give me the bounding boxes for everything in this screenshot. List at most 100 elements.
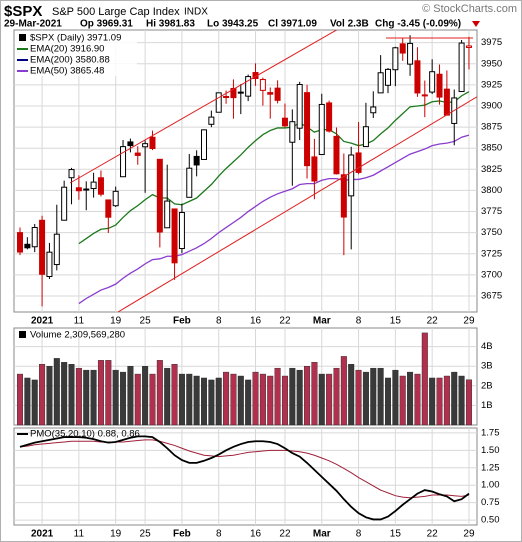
line	[78, 134, 470, 305]
candle-body	[296, 84, 303, 129]
y-tick-label: 1.25	[481, 462, 500, 473]
volume-bar	[296, 369, 303, 426]
volume-bar	[311, 362, 318, 426]
candle-body	[97, 177, 104, 195]
candle-body	[399, 43, 406, 54]
candle-body	[355, 152, 362, 173]
legend-label: $SPX (Daily) 3971.09	[30, 33, 121, 44]
volume-bar	[223, 371, 230, 426]
x-tick-label: 8	[356, 316, 362, 327]
x-tick-label: Mar	[313, 529, 331, 540]
y-tick-label: 3825	[481, 164, 502, 175]
legend-label: EMA(20) 3916.90	[30, 44, 104, 55]
candle-body	[53, 233, 60, 266]
candle-body	[281, 117, 288, 127]
y-tick-label: 3875	[481, 122, 502, 133]
x-tick-label: 8	[216, 529, 222, 540]
y-tick-label: 3700	[481, 269, 502, 280]
y-tick-label: 1.75	[481, 427, 500, 438]
volume-bar	[75, 367, 82, 426]
candle-body	[215, 92, 222, 113]
volume-bar	[340, 356, 347, 426]
volume-bar	[326, 373, 333, 426]
volume-bar	[252, 371, 259, 426]
candle-body	[61, 186, 68, 221]
x-tick-label: 2021	[31, 316, 54, 327]
x-tick-label: 25	[140, 316, 152, 327]
volume-bar	[333, 367, 340, 426]
y-tick-label: 3750	[481, 227, 502, 238]
volume-bar	[149, 373, 156, 426]
y-tick-label: 1.00	[481, 480, 500, 491]
x-tick-label: 16	[250, 316, 262, 327]
candle-body	[178, 211, 185, 250]
y-tick-label: 3900	[481, 101, 502, 112]
volume-bar	[134, 373, 141, 426]
volume-bar	[429, 377, 436, 426]
y-tick-label: 2B	[481, 380, 493, 391]
volume-bar	[443, 375, 450, 426]
down-arrow	[472, 21, 480, 27]
volume-bar	[355, 369, 362, 426]
candle-body	[348, 154, 355, 197]
volume-bar	[112, 369, 119, 426]
volume-bar	[17, 373, 24, 426]
price-legend: $SPX (Daily) 3971.09 EMA(20) 3916.90EMA(…	[15, 31, 137, 77]
volume-bar	[156, 360, 163, 426]
volume-bar	[97, 360, 104, 426]
candle-body	[127, 141, 134, 147]
volume-bar	[348, 364, 355, 426]
volume-bar	[414, 373, 421, 426]
x-tick-label: 11	[74, 316, 85, 327]
candle-body	[414, 60, 421, 94]
volume-bar	[193, 375, 200, 426]
line	[78, 91, 470, 245]
volume-bar	[68, 364, 75, 426]
candle-body	[75, 187, 82, 192]
volume-bar	[458, 375, 465, 426]
volume-bar	[142, 366, 149, 426]
legend-swatch	[19, 331, 26, 338]
volume-bar	[24, 377, 31, 426]
candle-body	[318, 103, 325, 156]
exchange: INDX	[184, 7, 208, 18]
x-tick-label: 22	[427, 529, 439, 540]
y-tick-label: 3725	[481, 248, 502, 259]
volume-bar	[105, 360, 112, 426]
volume-legend: Volume 2,309,569,280	[19, 330, 125, 341]
candle-body	[362, 126, 369, 148]
candle-body	[142, 143, 149, 148]
pmo-legend: PMO(35,20,10) 0.88, 0.86	[17, 429, 140, 440]
candle-body	[31, 227, 38, 248]
volume-bar	[171, 364, 178, 426]
y-tick-label: 3775	[481, 206, 502, 217]
stat: Hi 3981.83	[146, 19, 195, 30]
candle-body	[370, 106, 377, 114]
y-tick-label: 3800	[481, 185, 502, 196]
legend-label: Volume 2,309,569,280	[30, 330, 125, 341]
candle-body	[304, 92, 311, 167]
y-tick-label: 3950	[481, 58, 502, 69]
x-tick-label: Mar	[313, 316, 331, 327]
panel-plot	[14, 328, 477, 426]
volume-bar	[362, 371, 369, 426]
legend-label: PMO(35,20,10) 0.88, 0.86	[30, 429, 140, 440]
trendlines	[69, 30, 477, 312]
volume-bar	[46, 366, 53, 426]
candle-body	[377, 72, 384, 94]
volume-bar	[370, 367, 377, 426]
stat: Chg -3.45 (-0.09%)	[375, 19, 461, 30]
index-name: S&P 500 Large Cap Index	[52, 6, 180, 18]
volume-bar	[392, 369, 399, 426]
volume-bar	[83, 369, 90, 426]
volume-bar	[281, 375, 288, 426]
line	[19, 435, 470, 521]
volume-bar	[53, 358, 60, 426]
plot-layer: 3675 3700 3725 3750 3775 3800 3825 3850 3875 3900…	[14, 30, 502, 540]
x-tick-label: 2021	[31, 529, 54, 540]
x-tick-label: Feb	[173, 316, 191, 327]
candle-body	[105, 199, 112, 218]
candle-body	[164, 200, 171, 229]
candle-body	[237, 91, 244, 94]
x-tick-label: 22	[279, 316, 291, 327]
